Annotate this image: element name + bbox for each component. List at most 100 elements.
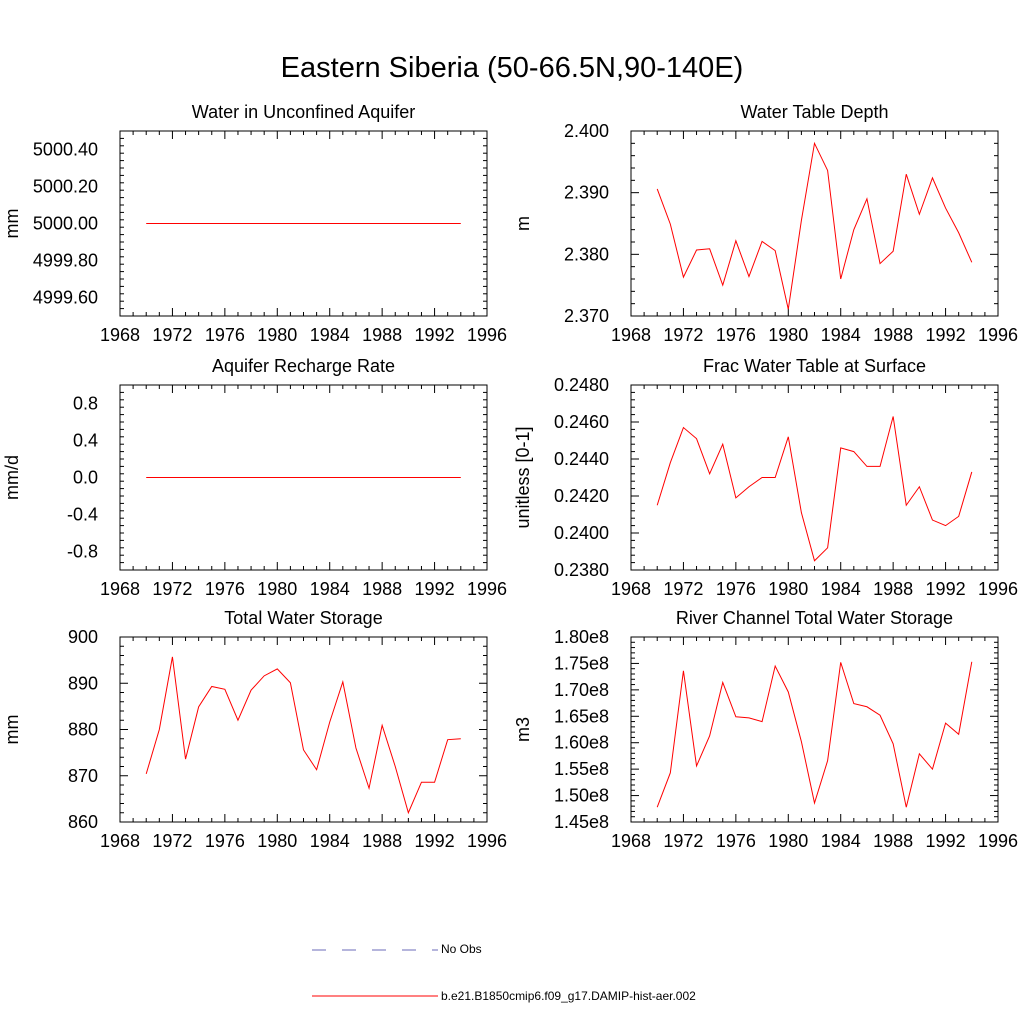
y-tick-label: 0.4 [73, 431, 98, 451]
page-title: Eastern Siberia (50-66.5N,90-140E) [280, 52, 744, 84]
x-tick-label: 1984 [310, 579, 350, 599]
legend [312, 949, 438, 997]
y-tick-label: 4999.80 [33, 251, 98, 271]
y-tick-label: 0.2420 [554, 486, 609, 506]
y-tick-label: 890 [68, 673, 98, 693]
x-tick-label: 1972 [152, 579, 192, 599]
x-tick-label: 1992 [926, 831, 966, 851]
x-tick-label: 1984 [821, 325, 861, 345]
x-tick-label: 1992 [415, 831, 455, 851]
y-tick-label: 0.2400 [554, 523, 609, 543]
x-tick-label: 1980 [768, 325, 808, 345]
y-tick-label: 4999.60 [33, 288, 98, 308]
y-tick-label: 2.370 [564, 306, 609, 326]
y-axis-label: unitless [0-1] [513, 426, 533, 528]
x-tick-label: 1996 [978, 831, 1018, 851]
x-tick-label: 1984 [821, 579, 861, 599]
x-tick-label: 1988 [873, 325, 913, 345]
y-tick-label: 0.2460 [554, 412, 609, 432]
x-tick-label: 1980 [257, 325, 297, 345]
y-tick-label: 2.390 [564, 183, 609, 203]
x-tick-label: 1980 [257, 831, 297, 851]
x-tick-label: 1996 [978, 325, 1018, 345]
y-tick-label: 0.2480 [554, 375, 609, 395]
y-tick-label: 0.2440 [554, 449, 609, 469]
x-tick-label: 1980 [768, 831, 808, 851]
x-tick-label: 1968 [100, 831, 140, 851]
y-tick-label: 1.80e8 [554, 627, 609, 647]
chart-panel-water-in-unconfined-aquifer: Water in Unconfined Aquifer mm 1968 1972 197… [2, 102, 507, 345]
x-tick-label: 1972 [663, 579, 703, 599]
x-tick-label: 1972 [152, 325, 192, 345]
plot-frame [630, 384, 999, 571]
y-tick-label: 5000.40 [33, 140, 98, 160]
x-tick-label: 1972 [663, 325, 703, 345]
y-tick-label: 900 [68, 627, 98, 647]
y-tick-label: 860 [68, 812, 98, 832]
series-line [656, 141, 973, 310]
y-tick-label: 2.400 [564, 121, 609, 141]
chart-panel-frac-water-table-at-surface: Frac Water Table at Surface unitless [0-1… [513, 356, 1018, 599]
x-tick-label: 1976 [716, 831, 756, 851]
x-tick-label: 1988 [873, 579, 913, 599]
chart-panel-aquifer-recharge-rate: Aquifer Recharge Rate mm/d 1968 1972 1976 198… [2, 356, 507, 599]
x-tick-label: 1984 [310, 325, 350, 345]
x-tick-label: 1992 [926, 325, 966, 345]
y-tick-label: 870 [68, 766, 98, 786]
y-tick-label: 1.65e8 [554, 706, 609, 726]
y-axis-label: m [513, 216, 533, 231]
x-tick-label: 1996 [978, 579, 1018, 599]
chart-title: Water in Unconfined Aquifer [192, 102, 415, 122]
y-axis-label: mm [2, 715, 22, 745]
y-tick-label: 0.8 [73, 394, 98, 414]
chart-title: River Channel Total Water Storage [676, 608, 953, 628]
x-tick-label: 1992 [926, 579, 966, 599]
x-tick-label: 1976 [205, 579, 245, 599]
x-tick-label: 1968 [100, 579, 140, 599]
plot-frame [630, 636, 999, 823]
x-tick-label: 1988 [362, 325, 402, 345]
series-line [145, 656, 461, 815]
x-tick-label: 1992 [415, 579, 455, 599]
y-tick-label: 5000.20 [33, 177, 98, 197]
chart-panel-water-table-depth: Water Table Depth m 1968 1972 1976 1980 1984 19… [513, 102, 1018, 345]
chart-title: Total Water Storage [224, 608, 382, 628]
x-tick-label: 1996 [467, 831, 507, 851]
plot-frame [630, 130, 999, 317]
x-tick-label: 1976 [716, 579, 756, 599]
x-tick-label: 1968 [611, 579, 651, 599]
x-tick-label: 1992 [415, 325, 455, 345]
x-tick-label: 1976 [205, 831, 245, 851]
x-tick-label: 1980 [257, 579, 297, 599]
y-tick-label: 2.380 [564, 244, 609, 264]
y-axis-label: mm [2, 209, 22, 239]
legend-obs-label: No Obs [441, 942, 482, 956]
y-tick-label: 1.50e8 [554, 786, 609, 806]
series-line [656, 416, 973, 562]
y-tick-label: 1.75e8 [554, 653, 609, 673]
x-tick-label: 1996 [467, 325, 507, 345]
chart-title: Frac Water Table at Surface [703, 356, 926, 376]
x-tick-label: 1976 [205, 325, 245, 345]
y-tick-label: 5000.00 [33, 214, 98, 234]
y-tick-label: 1.45e8 [554, 812, 609, 832]
y-tick-label: -0.4 [67, 505, 98, 525]
x-tick-label: 1980 [768, 579, 808, 599]
x-tick-label: 1972 [663, 831, 703, 851]
x-tick-label: 1996 [467, 579, 507, 599]
x-tick-label: 1988 [362, 579, 402, 599]
y-tick-label: 880 [68, 720, 98, 740]
x-tick-label: 1968 [611, 325, 651, 345]
plot-frame [119, 636, 488, 823]
y-axis-label: m3 [513, 717, 533, 742]
x-tick-label: 1984 [310, 831, 350, 851]
chart-title: Aquifer Recharge Rate [212, 356, 395, 376]
y-tick-label: 1.70e8 [554, 680, 609, 700]
x-tick-label: 1972 [152, 831, 192, 851]
y-tick-label: 0.2380 [554, 560, 609, 580]
y-tick-label: 0.0 [73, 468, 98, 488]
x-tick-label: 1968 [611, 831, 651, 851]
y-tick-label: 1.60e8 [554, 733, 609, 753]
